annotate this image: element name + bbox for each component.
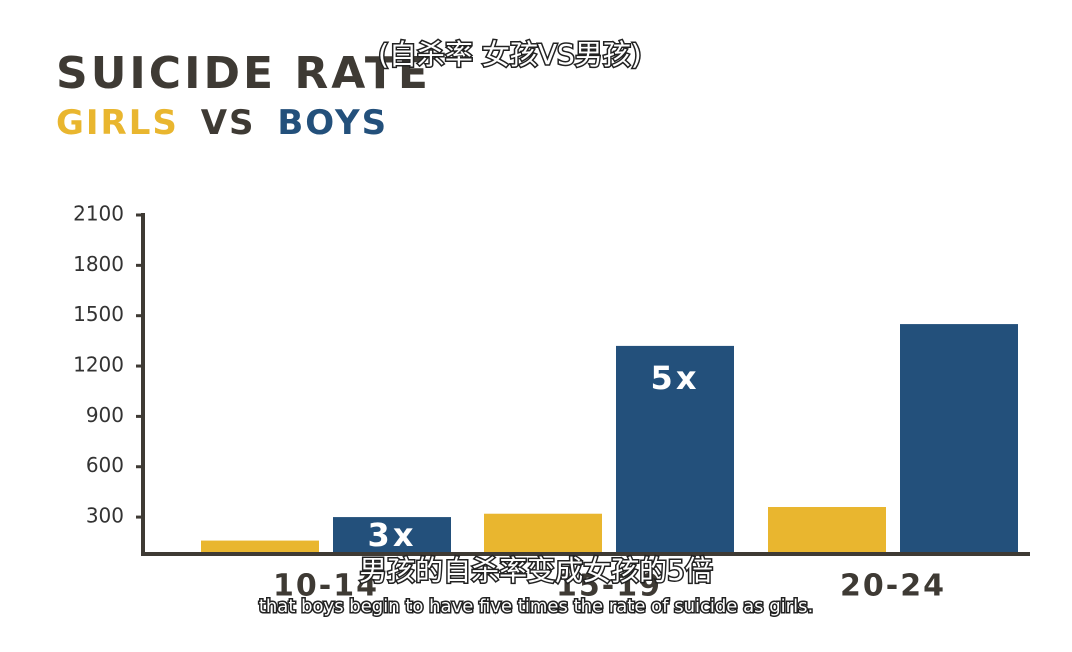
y-tick-label: 600 bbox=[86, 453, 124, 477]
legend-joiner: VS bbox=[201, 103, 256, 143]
caption: 男孩的自杀率变成女孩的5倍 bbox=[359, 554, 713, 587]
caption: that boys begin to have five times the r… bbox=[259, 596, 813, 617]
annotation: 3x bbox=[368, 516, 417, 554]
bar bbox=[333, 517, 451, 554]
y-tick-label: 1200 bbox=[73, 353, 124, 377]
y-tick-label: 2100 bbox=[73, 202, 124, 226]
x-tick-label: 10-14 bbox=[273, 569, 379, 604]
bar bbox=[616, 345, 734, 554]
bar bbox=[484, 513, 602, 554]
bar bbox=[201, 540, 319, 554]
x-tick-label: 20-24 bbox=[840, 569, 946, 604]
bar bbox=[768, 507, 886, 554]
y-tick-label: 300 bbox=[86, 504, 124, 528]
legend-entry: BOYS bbox=[277, 103, 388, 143]
y-tick-label: 900 bbox=[86, 403, 124, 427]
annotation: 5x bbox=[651, 359, 700, 397]
x-tick-label: 15-19 bbox=[556, 569, 662, 604]
legend: GIRLS VS BOYS bbox=[56, 103, 388, 143]
caption: (自杀率 女孩VS男孩) bbox=[378, 38, 642, 71]
bar bbox=[900, 324, 1018, 554]
y-tick-label: 1800 bbox=[73, 252, 124, 276]
legend-entry: GIRLS bbox=[56, 103, 179, 143]
y-tick-label: 1500 bbox=[73, 302, 124, 326]
chart-title: SUICIDE RATE bbox=[56, 48, 431, 99]
